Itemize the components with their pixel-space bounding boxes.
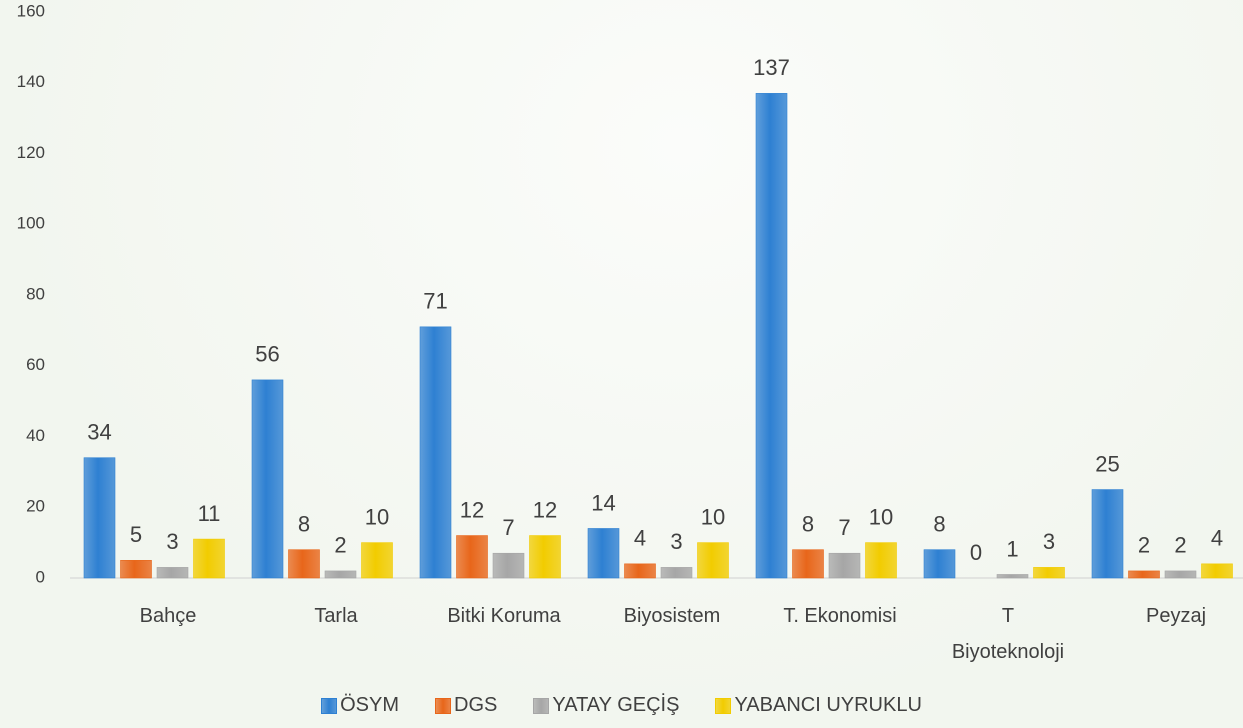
- legend-label: DGS: [454, 694, 498, 716]
- legend-swatch: [715, 697, 732, 714]
- data-label: 56: [255, 342, 279, 367]
- bar: [697, 542, 729, 579]
- x-tick-label: Bahçe: [139, 605, 197, 627]
- data-label: 25: [1095, 451, 1119, 476]
- x-tick-label: Biyosistem: [623, 605, 721, 627]
- data-label: 0: [970, 540, 982, 565]
- legend-item: YABANCI UYRUKLU: [715, 694, 922, 717]
- data-label: 8: [933, 512, 945, 537]
- bar: [660, 567, 693, 579]
- data-label: 7: [502, 515, 514, 540]
- data-label: 137: [753, 55, 790, 80]
- bar: [1033, 567, 1065, 579]
- legend-item: ÖSYM: [321, 694, 399, 717]
- legend-swatch: [533, 697, 550, 714]
- data-label: 34: [87, 420, 111, 445]
- x-tick-label: T Biyoteknoloji: [951, 605, 1065, 663]
- bar: [419, 326, 452, 579]
- data-label: 8: [802, 512, 814, 537]
- legend-swatch: [321, 697, 338, 714]
- bar: [324, 570, 357, 579]
- y-tick-label: 140: [17, 72, 45, 91]
- data-label: 2: [1174, 533, 1186, 558]
- data-label: 12: [460, 497, 484, 522]
- data-label: 71: [423, 289, 447, 314]
- x-tick-label: T. Ekonomisi: [783, 605, 897, 627]
- y-tick-label: 160: [17, 1, 45, 20]
- data-label: 8: [298, 512, 310, 537]
- y-tick-label: 80: [26, 284, 45, 303]
- legend-swatch: [435, 697, 452, 714]
- data-label: 10: [869, 504, 893, 529]
- y-tick-label: 20: [26, 497, 45, 516]
- bar: [624, 563, 656, 579]
- bar: [288, 549, 320, 579]
- bar: [120, 560, 152, 579]
- data-label: 4: [1211, 526, 1223, 551]
- bar: [529, 535, 561, 579]
- bar: [492, 552, 525, 579]
- data-label: 12: [533, 497, 557, 522]
- bar: [792, 549, 824, 579]
- bar: [361, 542, 393, 579]
- data-label: 1: [1006, 536, 1018, 561]
- data-label: 14: [591, 490, 615, 515]
- bar: [456, 535, 488, 579]
- y-tick-label: 40: [26, 426, 45, 445]
- data-label: 11: [198, 501, 221, 526]
- bar: [1128, 570, 1160, 579]
- y-tick-label: 60: [26, 355, 45, 374]
- data-label: 4: [634, 526, 646, 551]
- x-tick-label: Bitki Koruma: [447, 605, 561, 627]
- legend-label: YATAY GEÇİŞ: [552, 694, 680, 716]
- bar: [193, 538, 225, 579]
- bar: [83, 457, 116, 579]
- bar: [156, 567, 189, 579]
- data-label: 10: [365, 504, 389, 529]
- data-label: 2: [334, 533, 346, 558]
- y-tick-label: 0: [36, 567, 45, 586]
- data-label: 3: [1043, 529, 1055, 554]
- bar: [1091, 489, 1124, 579]
- legend-item: YATAY GEÇİŞ: [533, 694, 679, 717]
- data-label: 2: [1138, 533, 1150, 558]
- x-tick-label: Peyzaj: [1145, 605, 1207, 627]
- bar: [587, 528, 620, 579]
- bar: [828, 552, 861, 579]
- legend-label: ÖSYM: [340, 694, 400, 716]
- legend-label: YABANCI UYRUKLU: [734, 694, 922, 716]
- y-tick-label: 100: [17, 214, 45, 233]
- bar: [865, 542, 897, 579]
- bar: [996, 574, 1029, 579]
- bar: [755, 93, 788, 579]
- y-tick-label: 120: [17, 143, 45, 162]
- x-tick-label: Tarla: [314, 605, 358, 627]
- data-label: 7: [838, 515, 850, 540]
- bar: [923, 549, 956, 579]
- bar: [1164, 570, 1197, 579]
- legend-item: DGS: [435, 694, 497, 717]
- data-label: 10: [701, 504, 725, 529]
- bar: [251, 379, 284, 579]
- data-label: 3: [166, 529, 178, 554]
- data-label: 5: [130, 522, 142, 547]
- bar: [1201, 563, 1233, 579]
- data-label: 3: [670, 529, 682, 554]
- legend: ÖSYM DGS YATAY GEÇİŞ YABANCI UYRUKLU: [0, 694, 1243, 717]
